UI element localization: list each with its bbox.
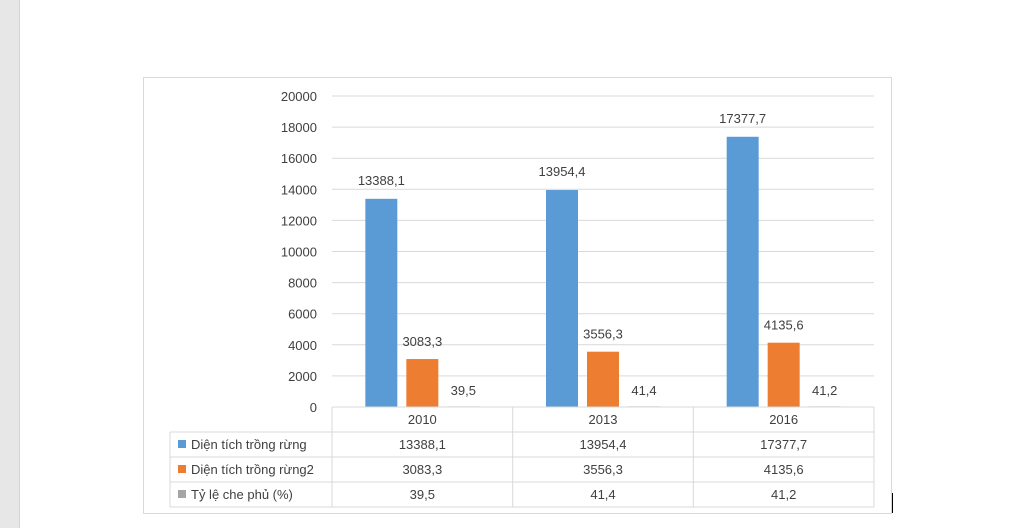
table-cell: 41,2 bbox=[771, 487, 796, 502]
page-left-gutter bbox=[0, 0, 20, 528]
legend-swatch bbox=[178, 440, 186, 448]
data-label: 17377,7 bbox=[719, 111, 766, 126]
y-tick-label: 12000 bbox=[281, 213, 317, 228]
y-tick-label: 0 bbox=[310, 400, 317, 415]
data-label: 3083,3 bbox=[402, 334, 442, 349]
legend-label: Diện tích trồng rừng bbox=[191, 437, 307, 452]
table-cell: 13954,4 bbox=[580, 437, 627, 452]
y-tick-label: 14000 bbox=[281, 182, 317, 197]
y-tick-label: 10000 bbox=[281, 245, 317, 260]
text-cursor bbox=[892, 493, 893, 513]
bar bbox=[767, 342, 800, 407]
data-label: 4135,6 bbox=[764, 318, 804, 333]
data-label: 41,2 bbox=[812, 383, 837, 398]
category-label: 2010 bbox=[408, 412, 437, 427]
bar bbox=[726, 136, 759, 407]
category-label: 2016 bbox=[769, 412, 798, 427]
legend-label: Diện tích trồng rừng2 bbox=[191, 462, 314, 477]
data-label: 3556,3 bbox=[583, 327, 623, 342]
data-label: 13388,1 bbox=[358, 173, 405, 188]
y-tick-label: 8000 bbox=[288, 276, 317, 291]
category-label: 2013 bbox=[589, 412, 618, 427]
table-cell: 3083,3 bbox=[402, 462, 442, 477]
legend-swatch bbox=[178, 490, 186, 498]
table-cell: 3556,3 bbox=[583, 462, 623, 477]
data-label: 41,4 bbox=[631, 383, 656, 398]
y-tick-label: 18000 bbox=[281, 120, 317, 135]
table-cell: 4135,6 bbox=[764, 462, 804, 477]
table-cell: 13388,1 bbox=[399, 437, 446, 452]
y-tick-label: 4000 bbox=[288, 338, 317, 353]
data-label: 13954,4 bbox=[539, 164, 586, 179]
chart-frame bbox=[143, 77, 892, 514]
table-cell: 39,5 bbox=[410, 487, 435, 502]
bar bbox=[406, 359, 439, 407]
legend-swatch bbox=[178, 465, 186, 473]
y-tick-label: 16000 bbox=[281, 151, 317, 166]
y-tick-label: 2000 bbox=[288, 369, 317, 384]
table-cell: 17377,7 bbox=[760, 437, 807, 452]
bar bbox=[365, 198, 398, 407]
bar bbox=[587, 351, 619, 407]
y-tick-label: 6000 bbox=[288, 307, 317, 322]
data-label: 39,5 bbox=[451, 383, 476, 398]
table-cell: 41,4 bbox=[590, 487, 615, 502]
legend-label: Tỷ lệ che phủ (%) bbox=[191, 487, 293, 502]
y-tick-label: 20000 bbox=[281, 89, 317, 104]
bar bbox=[546, 190, 578, 407]
